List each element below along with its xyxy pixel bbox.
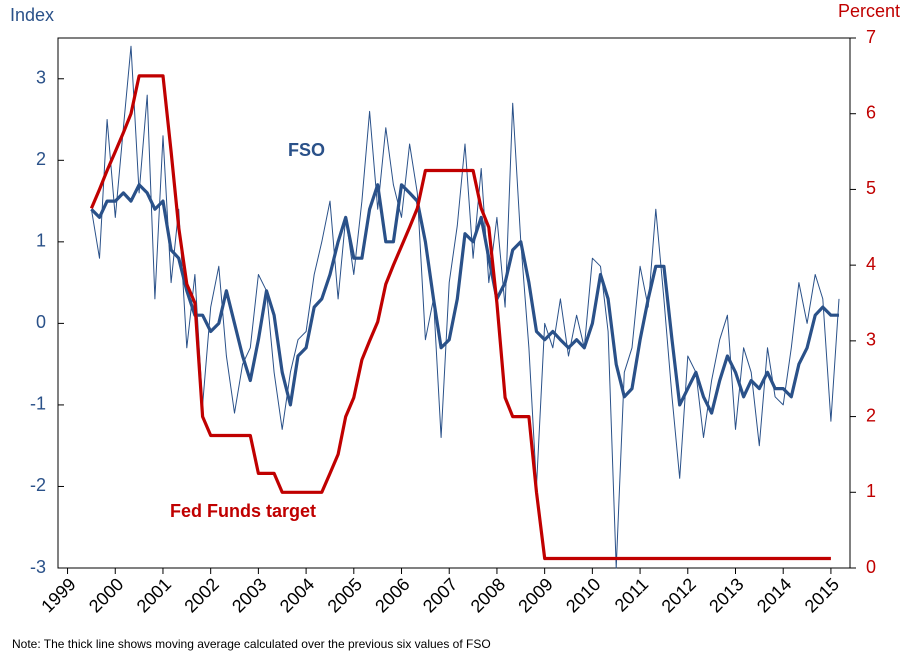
y2-tick-label: 3 — [866, 330, 876, 350]
x-tick-label: 2009 — [514, 574, 556, 616]
x-tick-label: 2011 — [611, 574, 653, 616]
series-line — [90, 183, 839, 415]
x-tick-label: 2001 — [133, 574, 175, 616]
y-tick-label: -1 — [30, 394, 46, 414]
x-tick-label: 2015 — [801, 574, 843, 616]
y-tick-label: 1 — [36, 231, 46, 251]
y2-tick-label: 0 — [866, 557, 876, 577]
x-tick-label: 2006 — [371, 574, 413, 616]
x-tick-label: 2002 — [180, 574, 222, 616]
x-tick-label: 2005 — [324, 574, 366, 616]
series-label: FSO — [288, 140, 325, 160]
y2-tick-label: 7 — [866, 27, 876, 47]
series-line — [90, 45, 840, 569]
series-label: Fed Funds target — [170, 501, 316, 521]
y-tick-label: 0 — [36, 312, 46, 332]
y-tick-label: -2 — [30, 475, 46, 495]
series-line — [89, 74, 831, 561]
x-tick-label: 2010 — [562, 574, 604, 616]
y2-tick-label: 2 — [866, 405, 876, 425]
y2-tick-label: 6 — [866, 102, 876, 122]
x-tick-label: 2003 — [228, 574, 270, 616]
y2-axis-label: Percent — [838, 1, 900, 21]
x-tick-label: 2000 — [85, 574, 127, 616]
x-tick-label: 1999 — [37, 574, 79, 616]
y-tick-label: -3 — [30, 557, 46, 577]
x-tick-label: 2012 — [658, 574, 700, 616]
x-tick-label: 2014 — [753, 574, 795, 616]
note: Note: The thick line shows moving averag… — [12, 637, 491, 651]
y-tick-label: 2 — [36, 149, 46, 169]
y2-tick-label: 1 — [866, 481, 876, 501]
y-axis-label: Index — [10, 5, 54, 25]
y2-tick-label: 5 — [866, 178, 876, 198]
x-tick-label: 2008 — [467, 574, 509, 616]
y-tick-label: 3 — [36, 68, 46, 88]
x-tick-label: 2004 — [276, 574, 318, 616]
x-tick-label: 2007 — [419, 574, 461, 616]
y2-tick-label: 4 — [866, 254, 876, 274]
plot-frame — [57, 37, 851, 569]
x-tick-label: 2013 — [705, 574, 747, 616]
